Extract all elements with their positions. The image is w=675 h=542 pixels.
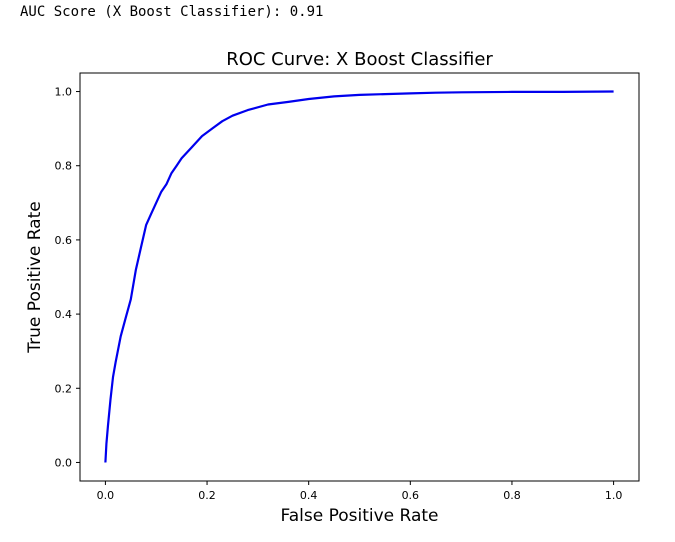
x-tick-label: 0.2	[198, 489, 216, 502]
auc-score-output: AUC Score (X Boost Classifier): 0.91	[20, 4, 324, 20]
x-tick-label: 0.4	[300, 489, 318, 502]
plot-area	[79, 72, 640, 482]
x-tick-label: 0.6	[402, 489, 420, 502]
y-tick-label: 0.4	[55, 308, 73, 321]
y-tick-label: 0.8	[55, 160, 73, 173]
y-tick-label: 1.0	[55, 86, 73, 99]
x-tick-label: 0.0	[97, 489, 115, 502]
y-axis-label: True Positive Rate	[25, 201, 45, 353]
ticks-layer: 0.0 0.2 0.4 0.6 0.8 1.0 0.0 0.2 0.4 0.6 0.8 1.0	[55, 86, 623, 502]
chart-title: ROC Curve: X Boost Classifier	[226, 49, 493, 70]
x-tick-label: 0.8	[503, 489, 521, 502]
x-axis-label: False Positive Rate	[281, 506, 439, 526]
y-tick-label: 0.6	[55, 234, 73, 247]
roc-curve-line	[104, 90, 614, 463]
y-tick-label: 0.0	[55, 456, 73, 469]
x-tick-label: 1.0	[605, 489, 623, 502]
y-tick-label: 0.2	[55, 382, 73, 395]
